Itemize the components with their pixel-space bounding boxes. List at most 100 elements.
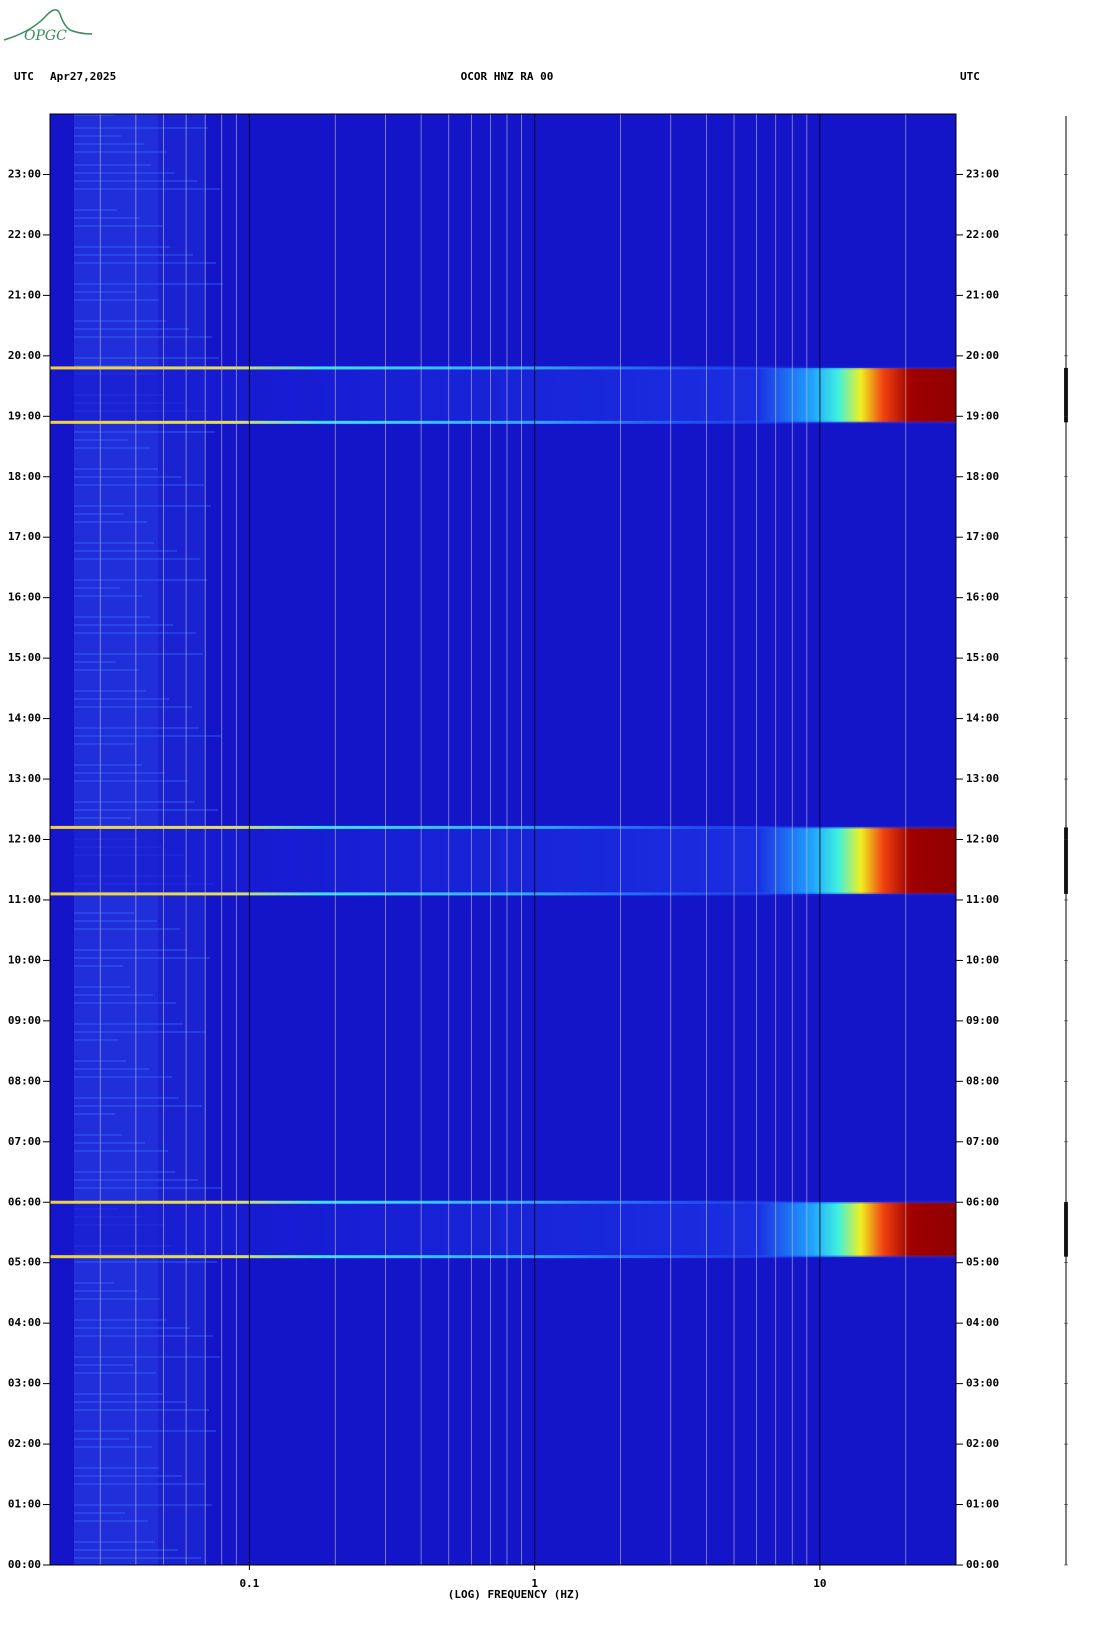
noise-streak — [74, 698, 169, 700]
noise-streak — [74, 1142, 145, 1144]
noise-streak — [74, 772, 165, 774]
noise-streak — [74, 1483, 205, 1485]
noise-streak — [74, 1039, 119, 1041]
noise-streak — [74, 616, 150, 618]
y-tick-label-right: 18:00 — [966, 470, 999, 483]
y-tick-label-left: 11:00 — [8, 893, 41, 906]
noise-streak — [74, 1134, 122, 1136]
noise-streak — [74, 1187, 221, 1189]
noise-streak — [74, 579, 207, 581]
noise-streak — [74, 727, 199, 729]
y-tick-label-right: 03:00 — [966, 1377, 999, 1390]
event-start-line — [50, 892, 956, 896]
noise-streak — [74, 431, 215, 433]
noise-streak — [74, 632, 196, 634]
noise-streak — [74, 706, 192, 708]
noise-streak — [74, 114, 114, 116]
y-tick-label-right: 01:00 — [966, 1498, 999, 1511]
y-tick-label-left: 12:00 — [8, 833, 41, 846]
noise-streak — [74, 1335, 213, 1337]
noise-streak — [74, 558, 200, 560]
noise-streak — [74, 1031, 206, 1033]
y-tick-label-right: 16:00 — [966, 591, 999, 604]
noise-streak — [74, 780, 188, 782]
y-tick-label-left: 16:00 — [8, 591, 41, 604]
noise-streak — [74, 1409, 209, 1411]
y-tick-label-right: 11:00 — [966, 893, 999, 906]
noise-streak — [74, 1068, 149, 1070]
y-tick-label-right: 07:00 — [966, 1135, 999, 1148]
noise-streak — [74, 246, 170, 248]
noise-streak — [74, 1327, 190, 1329]
noise-streak — [74, 1023, 183, 1025]
noise-streak — [74, 357, 219, 359]
noise-streak — [74, 809, 218, 811]
noise-streak — [74, 1364, 133, 1366]
y-tick-label-right: 10:00 — [966, 953, 999, 966]
noise-streak — [74, 172, 174, 174]
event-start-line — [50, 1255, 956, 1259]
y-tick-label-left: 15:00 — [8, 651, 41, 664]
noise-streak — [74, 1002, 176, 1004]
noise-streak — [74, 735, 222, 737]
noise-streak — [74, 505, 211, 507]
logo: OPGC — [3, 9, 93, 44]
y-tick-label-left: 02:00 — [8, 1437, 41, 1450]
noise-streak — [74, 484, 204, 486]
noise-streak — [74, 513, 124, 515]
y-tick-label-right: 22:00 — [966, 228, 999, 241]
x-tick-label: 0.1 — [239, 1577, 259, 1590]
noise-streak — [74, 1467, 159, 1469]
noise-streak — [74, 624, 173, 626]
noise-streak — [74, 291, 136, 293]
event-end-line — [50, 366, 956, 370]
noise-streak — [74, 521, 147, 523]
y-tick-label-right: 15:00 — [966, 651, 999, 664]
y-tick-label-right: 04:00 — [966, 1316, 999, 1329]
noise-streak — [74, 1438, 129, 1440]
noise-streak — [74, 1430, 216, 1432]
noise-streak — [74, 439, 128, 441]
noise-streak — [74, 1171, 175, 1173]
noise-streak — [74, 1393, 163, 1395]
y-tick-label-left: 10:00 — [8, 953, 41, 966]
noise-streak — [74, 1290, 137, 1292]
x-tick-label: 1 — [531, 1577, 538, 1590]
y-tick-label-left: 23:00 — [8, 167, 41, 180]
logo-text: OPGC — [24, 28, 67, 44]
noise-streak — [74, 164, 151, 166]
event-burst — [50, 1202, 956, 1257]
noise-streak — [74, 1113, 115, 1115]
noise-streak — [74, 447, 151, 449]
y-tick-label-right: 21:00 — [966, 288, 999, 301]
y-tick-label-left: 01:00 — [8, 1498, 41, 1511]
y-tick-label-left: 17:00 — [8, 530, 41, 543]
logo-curve — [3, 9, 93, 41]
noise-streak — [74, 801, 195, 803]
noise-streak — [74, 1520, 148, 1522]
y-tick-label-right: 13:00 — [966, 772, 999, 785]
chart-title: OCOR HNZ RA 00 — [461, 70, 554, 83]
noise-streak — [74, 365, 132, 367]
date: Apr27,2025 — [50, 70, 116, 83]
noise-streak — [74, 957, 210, 959]
noise-streak — [74, 1504, 212, 1506]
y-tick-label-left: 07:00 — [8, 1135, 41, 1148]
y-tick-label-left: 21:00 — [8, 288, 41, 301]
noise-streak — [74, 328, 189, 330]
event-end-line — [50, 825, 956, 829]
event-start-line — [50, 420, 956, 424]
noise-streak — [74, 1319, 167, 1321]
x-tick-label: 10 — [813, 1577, 826, 1590]
y-tick-label-left: 19:00 — [8, 409, 41, 422]
noise-streak — [74, 127, 208, 129]
noise-streak — [74, 283, 223, 285]
noise-streak — [74, 1298, 160, 1300]
noise-streak — [74, 1541, 155, 1543]
noise-streak — [74, 476, 181, 478]
y-tick-label-left: 20:00 — [8, 349, 41, 362]
noise-streak — [74, 1150, 168, 1152]
y-tick-label-right: 02:00 — [966, 1437, 999, 1450]
noise-streak — [74, 587, 120, 589]
